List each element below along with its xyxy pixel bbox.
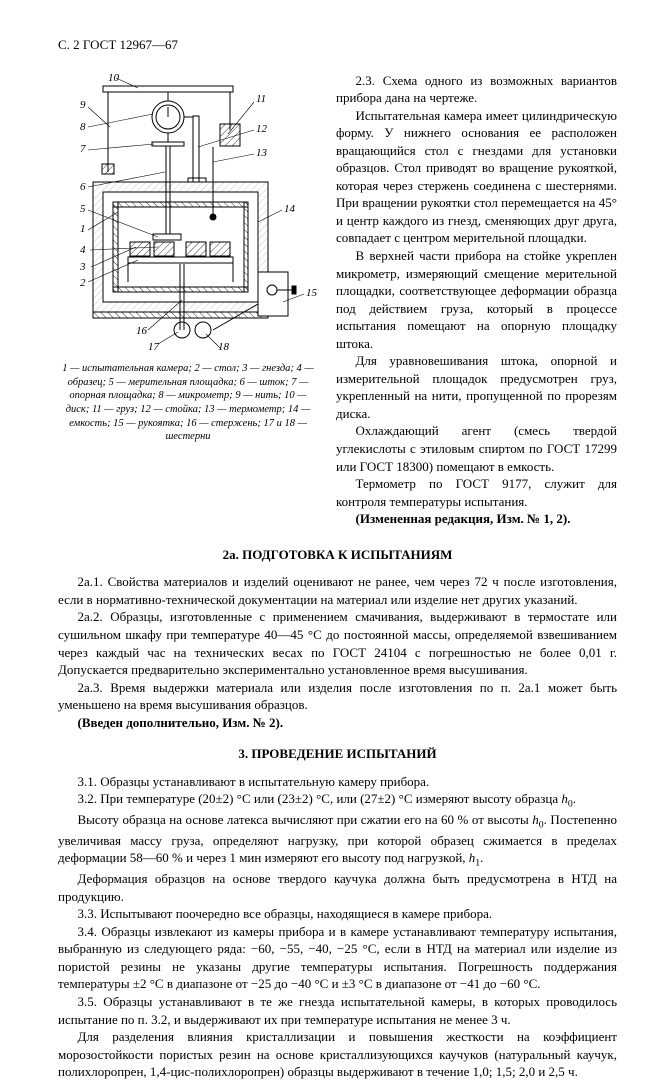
fig-label-9: 9 bbox=[80, 99, 86, 111]
fig-label-14: 14 bbox=[284, 203, 296, 215]
para-3-2-b: . bbox=[573, 791, 576, 806]
fig-label-10: 10 bbox=[108, 72, 120, 84]
fig-label-6: 6 bbox=[80, 181, 86, 193]
top-section: 1 2 3 4 5 6 7 8 9 10 11 12 13 14 15 16 1… bbox=[58, 72, 617, 528]
section-3-body: 3.1. Образцы устанавливают в испытательн… bbox=[58, 773, 617, 1081]
para-balance: Для уравновешивания штока, опорной и изм… bbox=[336, 352, 617, 422]
fig-label-7: 7 bbox=[80, 143, 86, 155]
para-2a-2: 2а.2. Образцы, изготовленные с применени… bbox=[58, 608, 617, 678]
para-3-3-c: . bbox=[480, 850, 483, 865]
para-3-2-height: Высоту образца на основе латекса вычисля… bbox=[58, 811, 617, 870]
para-3-4: 3.4. Образцы извлекают из камеры прибора… bbox=[58, 923, 617, 993]
para-micrometer: В верхней части прибора на стойке укрепл… bbox=[336, 247, 617, 352]
fig-label-12: 12 bbox=[256, 123, 268, 135]
fig-label-5: 5 bbox=[80, 203, 86, 215]
section-3-title: 3. ПРОВЕДЕНИЕ ИСПЫТАНИЙ bbox=[58, 745, 617, 763]
figure-caption: 1 — испытательная камера; 2 — стол; 3 — … bbox=[58, 362, 318, 444]
para-3-2-a: 3.2. При температуре (20±2) °С или (23±2… bbox=[78, 791, 562, 806]
fig-label-8: 8 bbox=[80, 121, 86, 133]
section-2a-title: 2а. ПОДГОТОВКА К ИСПЫТАНИЯМ bbox=[58, 546, 617, 564]
section-2a-body: 2а.1. Свойства материалов и изделий оцен… bbox=[58, 573, 617, 731]
fig-label-18: 18 bbox=[218, 341, 230, 352]
fig-label-16: 16 bbox=[136, 325, 148, 337]
para-3-5: 3.5. Образцы устанавливают в те же гнезд… bbox=[58, 993, 617, 1028]
figure-column: 1 2 3 4 5 6 7 8 9 10 11 12 13 14 15 16 1… bbox=[58, 72, 318, 528]
para-amendment-12: (Измененная редакция, Изм. № 1, 2). bbox=[336, 510, 617, 528]
fig-label-15: 15 bbox=[306, 287, 318, 299]
para-3-1: 3.1. Образцы устанавливают в испытательн… bbox=[58, 773, 617, 791]
para-3-3: 3.3. Испытывают поочередно все образцы, … bbox=[58, 905, 617, 923]
para-2a-amend: (Введен дополнительно, Изм. № 2). bbox=[58, 714, 617, 732]
fig-label-17: 17 bbox=[148, 341, 160, 352]
para-chamber: Испытательная камера имеет цилиндрическу… bbox=[336, 107, 617, 247]
para-2-3: 2.3. Схема одного из возможных вариантов… bbox=[336, 72, 617, 107]
right-text-column: 2.3. Схема одного из возможных вариантов… bbox=[336, 72, 617, 528]
apparatus-diagram: 1 2 3 4 5 6 7 8 9 10 11 12 13 14 15 16 1… bbox=[58, 72, 318, 352]
fig-label-11: 11 bbox=[256, 93, 266, 105]
para-coolant: Охлаждающий агент (смесь твердой углекис… bbox=[336, 422, 617, 475]
fig-label-4: 4 bbox=[80, 244, 86, 256]
para-2a-3: 2а.3. Время выдержки материала или издел… bbox=[58, 679, 617, 714]
fig-label-13: 13 bbox=[256, 147, 268, 159]
fig-label-3: 3 bbox=[79, 261, 86, 273]
fig-label-1: 1 bbox=[80, 223, 86, 235]
para-3-3-a: Высоту образца на основе латекса вычисля… bbox=[78, 812, 533, 827]
para-3-2: 3.2. При температуре (20±2) °С или (23±2… bbox=[58, 790, 617, 811]
para-3-deform: Деформация образцов на основе твердого к… bbox=[58, 870, 617, 905]
para-2a-1: 2а.1. Свойства материалов и изделий оцен… bbox=[58, 573, 617, 608]
para-thermometer: Термометр по ГОСТ 9177, служит для контр… bbox=[336, 475, 617, 510]
para-3-cryst: Для разделения влияния кристаллизации и … bbox=[58, 1028, 617, 1081]
fig-label-2: 2 bbox=[80, 277, 86, 289]
page-header: С. 2 ГОСТ 12967—67 bbox=[58, 36, 617, 54]
